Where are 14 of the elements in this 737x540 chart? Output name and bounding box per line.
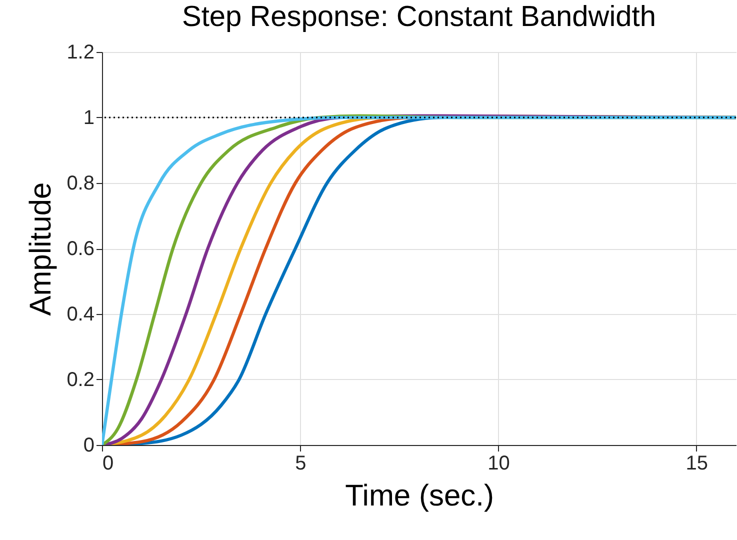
y-tick-label: 0.4 [66,304,94,326]
x-tick-label: 0 [102,452,114,474]
y-tick-label: 0.6 [66,238,94,260]
y-axis-title: Amplitude [24,182,58,316]
y-tick-label: 0.8 [66,172,94,194]
y-tick-label: 0 [83,434,94,456]
x-tick-label: 5 [295,452,306,474]
x-tick-label: 10 [488,452,510,474]
y-tick-label: 0.2 [66,369,94,391]
y-tick-label: 1.2 [66,42,94,64]
y-tick-label: 1 [83,107,94,129]
x-axis-title: Time (sec.) [345,480,494,512]
chart-title: Step Response: Constant Bandwidth [182,1,656,33]
x-tick-label: 15 [686,452,708,474]
